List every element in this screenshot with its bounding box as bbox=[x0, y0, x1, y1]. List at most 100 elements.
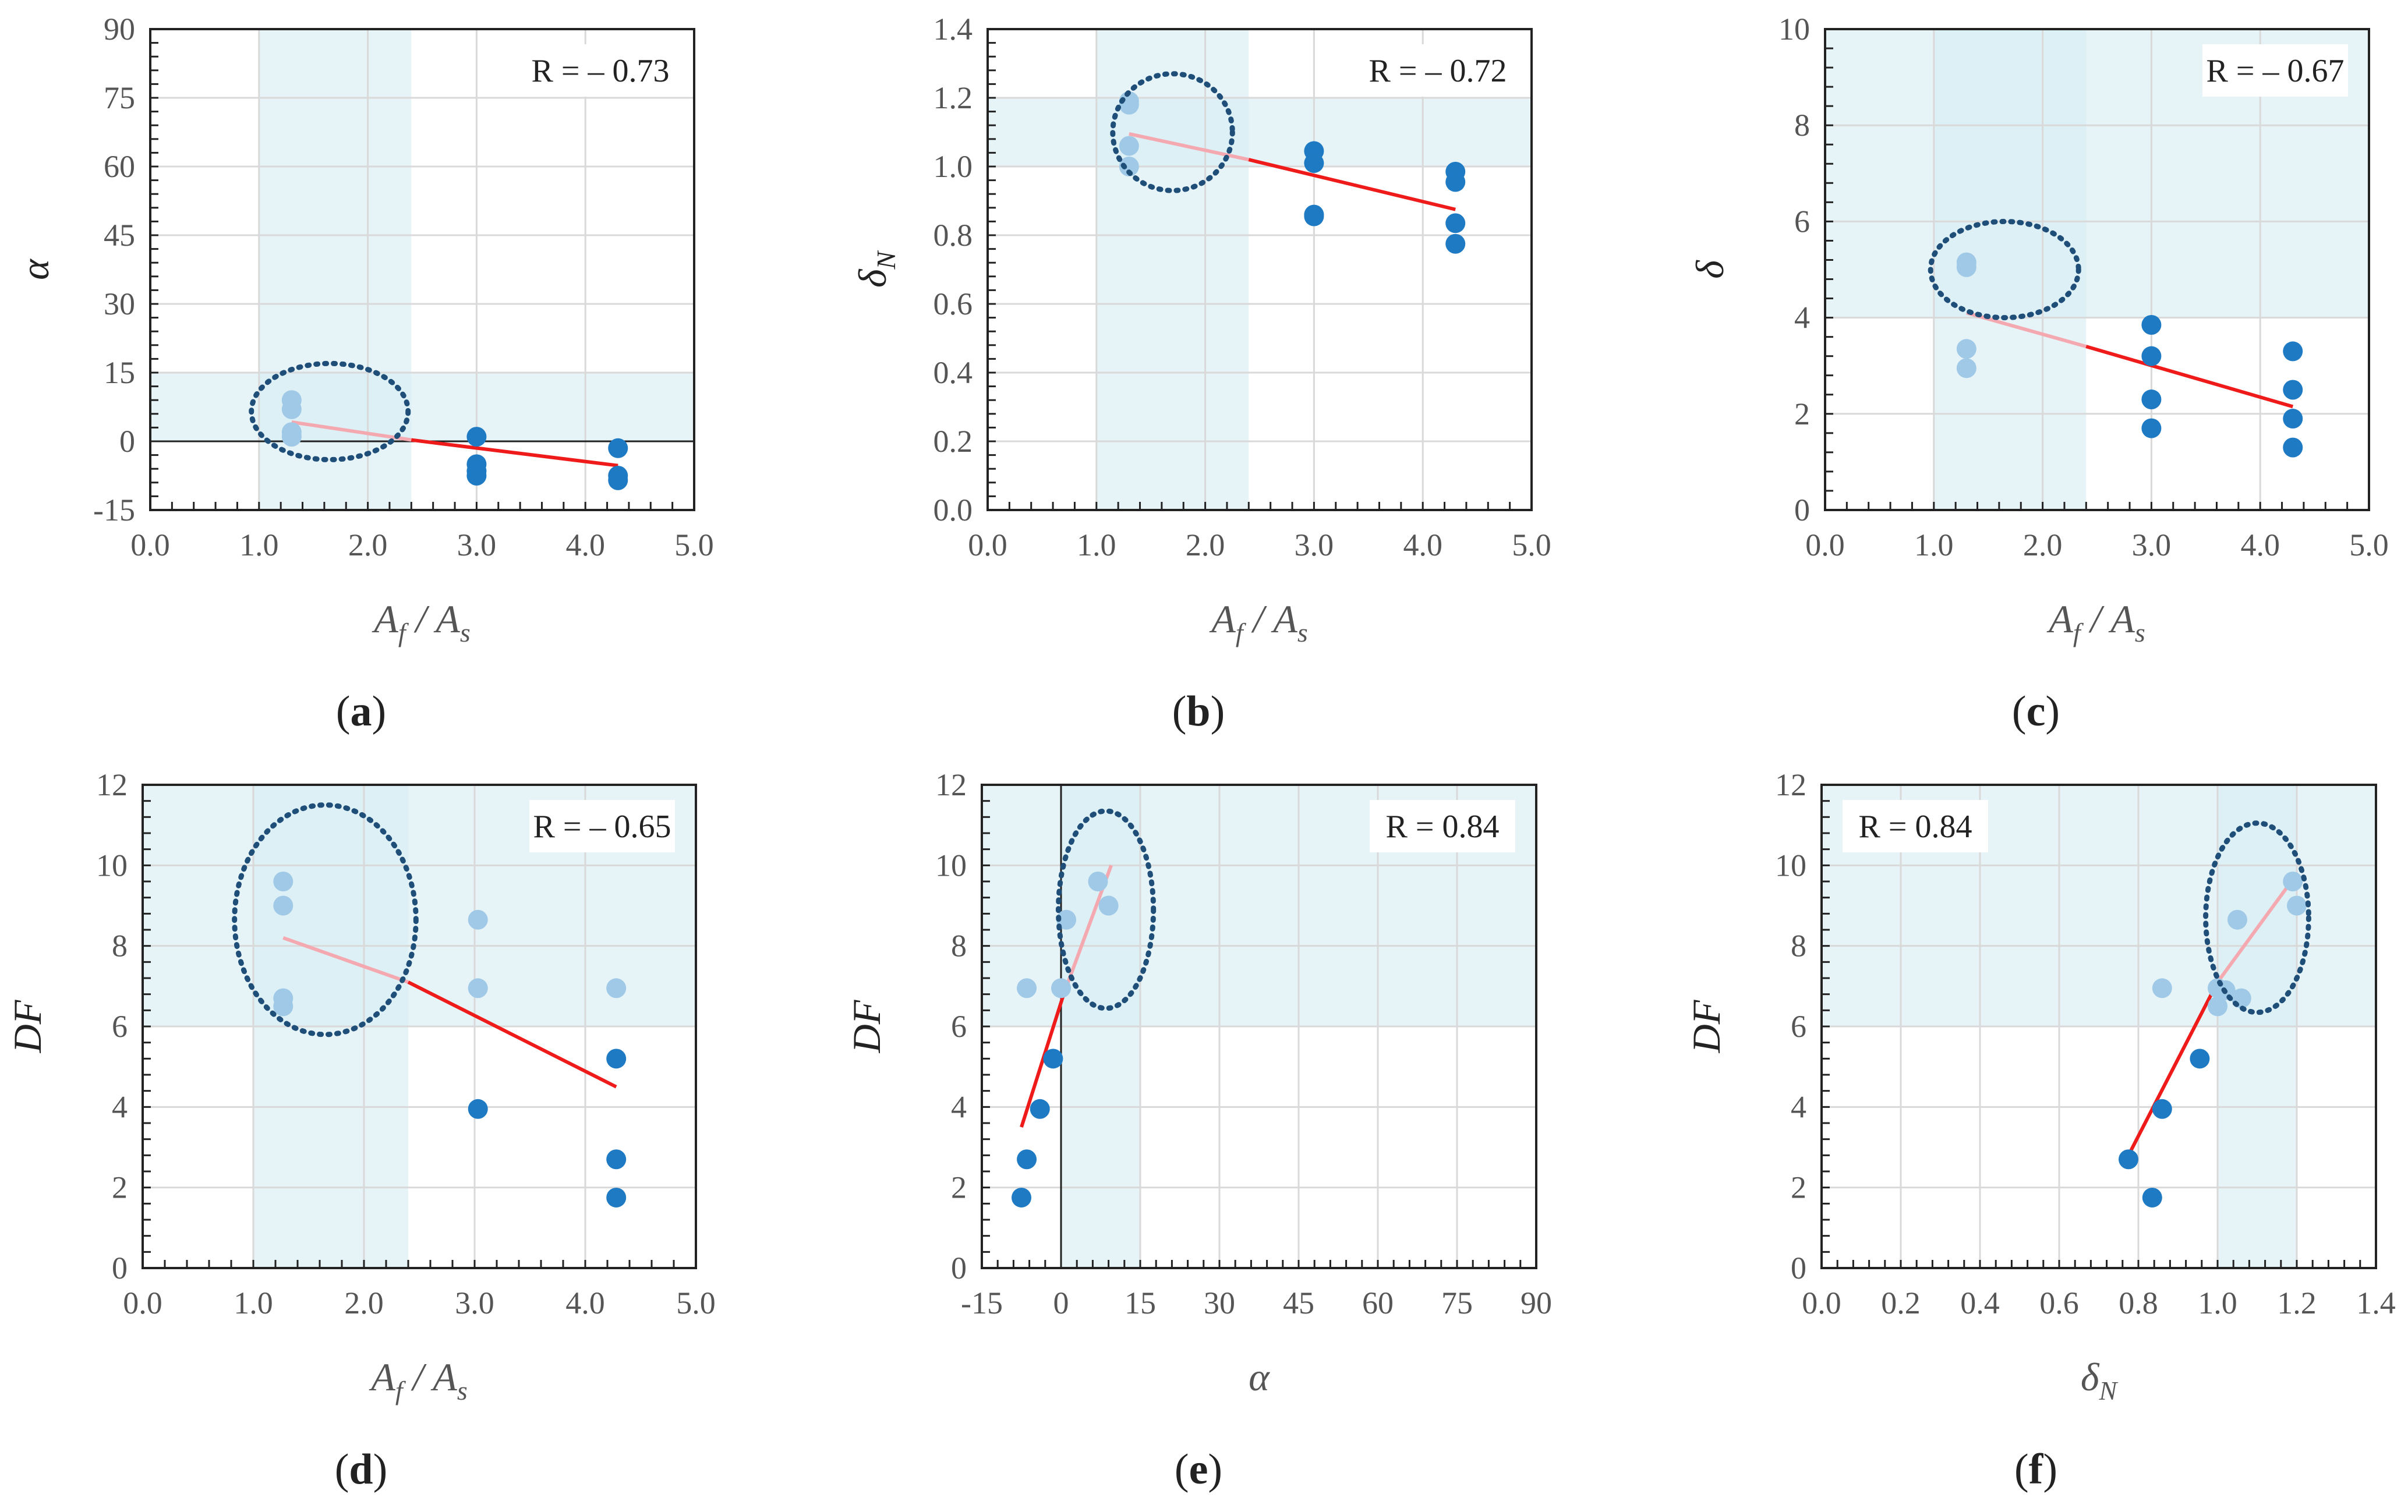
y-axis-label: α bbox=[13, 259, 57, 280]
y-tick-label: 6 bbox=[1791, 1009, 1806, 1044]
data-point-light bbox=[1017, 978, 1037, 998]
shade-band-horizontal bbox=[150, 373, 694, 441]
x-tick-label: 60 bbox=[1362, 1286, 1394, 1320]
y-tick-label: 4 bbox=[951, 1089, 967, 1124]
data-point-light bbox=[1119, 136, 1139, 156]
data-point bbox=[2283, 341, 2303, 362]
caption-d: (d) bbox=[334, 1446, 388, 1493]
x-tick-label: 0.8 bbox=[2119, 1286, 2158, 1320]
fit-line-light bbox=[1129, 132, 1249, 162]
y-tick-label: 0 bbox=[112, 1251, 128, 1286]
data-point-light bbox=[1956, 358, 1976, 378]
fit-line-light bbox=[282, 936, 409, 984]
data-point bbox=[1304, 153, 1324, 173]
x-tick-label: 1.0 bbox=[2198, 1286, 2237, 1320]
y-tick-label: 30 bbox=[104, 286, 135, 321]
data-point bbox=[1012, 1187, 1031, 1208]
r-label-box bbox=[529, 800, 675, 852]
data-point bbox=[2141, 418, 2162, 438]
highlight-ellipse bbox=[1110, 71, 1235, 193]
plot-frame bbox=[986, 28, 1533, 511]
fit-line-light bbox=[291, 420, 412, 442]
y-axis-label: DF bbox=[5, 999, 49, 1053]
x-tick-label: 1.0 bbox=[234, 1286, 273, 1320]
data-point-light bbox=[281, 399, 302, 419]
caption-c: (c) bbox=[2011, 688, 2060, 735]
data-point bbox=[606, 1049, 627, 1069]
y-tick-label: 10 bbox=[935, 848, 967, 883]
fit-line bbox=[2085, 345, 2294, 409]
y-tick-label: 0 bbox=[1794, 493, 1810, 527]
data-point bbox=[608, 470, 628, 490]
caption-e: (e) bbox=[1174, 1446, 1223, 1493]
x-tick-label: 4.0 bbox=[565, 1286, 605, 1320]
fit-line bbox=[411, 438, 618, 468]
y-tick-label: 15 bbox=[104, 355, 135, 390]
x-tick-label: 0.0 bbox=[1805, 527, 1845, 562]
data-point bbox=[1304, 206, 1324, 226]
data-point bbox=[466, 427, 487, 447]
y-tick-label: 0.4 bbox=[934, 355, 973, 390]
r-label-box bbox=[528, 44, 673, 97]
y-tick-label: 4 bbox=[112, 1089, 128, 1124]
x-tick-label: 0.0 bbox=[1802, 1286, 1841, 1320]
data-point-light bbox=[2152, 978, 2172, 998]
fit-line bbox=[1020, 993, 1066, 1128]
r-label-box bbox=[1843, 800, 1988, 852]
y-tick-label: 0 bbox=[1791, 1251, 1806, 1286]
y-tick-label: 0.8 bbox=[934, 218, 973, 253]
data-point-light bbox=[1088, 872, 1108, 891]
x-tick-label: 0.0 bbox=[123, 1286, 162, 1320]
y-tick-label: 10 bbox=[1778, 12, 1810, 47]
highlight-ellipse bbox=[232, 802, 419, 1037]
x-tick-label: 75 bbox=[1441, 1286, 1473, 1320]
x-tick-label: 2.0 bbox=[1186, 527, 1225, 562]
r-label: R = 0.84 bbox=[1386, 809, 1500, 845]
x-tick-label: 5.0 bbox=[1512, 527, 1551, 562]
x-tick-label: 1.2 bbox=[2277, 1286, 2317, 1320]
data-point-light bbox=[281, 427, 302, 447]
x-tick-label: 3.0 bbox=[455, 1286, 494, 1320]
x-tick-label: 2.0 bbox=[344, 1286, 384, 1320]
x-tick-label: 2.0 bbox=[348, 527, 388, 562]
fit-line-light bbox=[2216, 878, 2294, 983]
data-point bbox=[2190, 1049, 2210, 1069]
fit-line bbox=[407, 980, 617, 1089]
x-tick-label: 5.0 bbox=[674, 527, 714, 562]
chart-c: 0.0 1.0 2.0 3.0 4.0 5.0 0 2 4 6 8 10 Af / As δ R = – 0… bbox=[1688, 12, 2389, 647]
y-tick-label: 10 bbox=[96, 848, 128, 883]
x-tick-label: 5.0 bbox=[676, 1286, 716, 1320]
chart-a: 0.0 1.0 2.0 3.0 4.0 5.0 -15 0 15 30 45 60 75 90 Af / A… bbox=[13, 12, 714, 647]
y-axis-label: DF bbox=[1684, 999, 1728, 1053]
data-point-light bbox=[1098, 895, 1119, 916]
x-tick-label: 0.2 bbox=[1881, 1286, 1921, 1320]
x-axis-label: Af / As bbox=[1209, 597, 1307, 647]
data-point bbox=[2141, 389, 2162, 410]
x-tick-label: 3.0 bbox=[2132, 527, 2172, 562]
data-point bbox=[2141, 346, 2162, 366]
r-label: R = – 0.73 bbox=[532, 53, 670, 89]
data-point bbox=[468, 1099, 488, 1119]
data-point bbox=[1445, 172, 1466, 192]
y-axis-label: DF bbox=[844, 999, 889, 1053]
data-point bbox=[1445, 213, 1466, 233]
highlight-ellipse bbox=[1928, 218, 2081, 321]
y-tick-label: 1.0 bbox=[934, 149, 973, 184]
y-tick-label: 10 bbox=[1775, 848, 1806, 883]
x-tick-label: 1.0 bbox=[1077, 527, 1116, 562]
x-tick-label: 3.0 bbox=[457, 527, 497, 562]
y-tick-label: 6 bbox=[1794, 204, 1810, 239]
chart-f: 0.0 0.2 0.4 0.6 0.8 1.0 1.2 1.4 0 2 4 6 8 10 12 δN DF R =… bbox=[1684, 767, 2396, 1405]
y-tick-label: 6 bbox=[951, 1009, 967, 1044]
x-axis-label: Af / As bbox=[372, 597, 470, 647]
data-point bbox=[466, 466, 487, 486]
x-tick-label: 0.0 bbox=[968, 527, 1007, 562]
y-tick-label: 8 bbox=[1791, 929, 1806, 964]
r-label: R = – 0.67 bbox=[2207, 53, 2345, 89]
x-tick-label: 4.0 bbox=[2240, 527, 2280, 562]
y-tick-label: 8 bbox=[951, 929, 967, 964]
y-tick-label: 0 bbox=[951, 1251, 967, 1286]
fit-line bbox=[2127, 981, 2219, 1156]
x-axis-label: Af / As bbox=[369, 1355, 467, 1405]
y-tick-label: 0 bbox=[119, 424, 135, 459]
